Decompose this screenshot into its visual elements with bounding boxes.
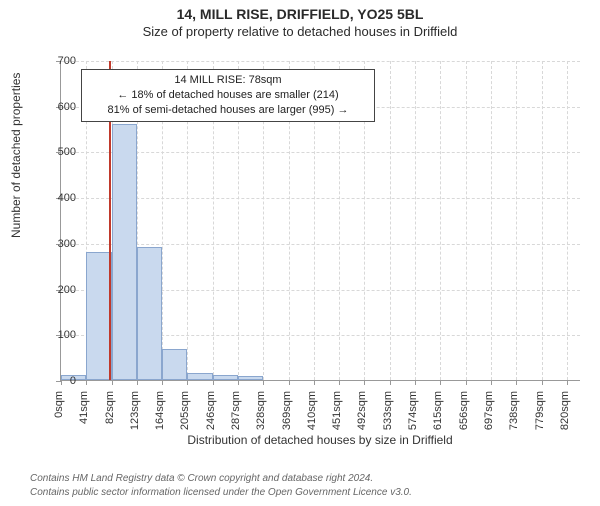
histogram-bar: [187, 373, 212, 380]
xtick-mark: [213, 380, 214, 385]
gridline-vertical: [516, 61, 517, 380]
xtick-mark: [187, 380, 188, 385]
info-line-1: 14 MILL RISE: 78sqm: [88, 73, 368, 88]
xtick-mark: [542, 380, 543, 385]
histogram-bar: [112, 124, 137, 380]
xtick-label: 205sqm: [179, 391, 191, 430]
xtick-label: 41sqm: [78, 391, 90, 424]
footer-credits: Contains HM Land Registry data © Crown c…: [30, 472, 412, 500]
xtick-label: 123sqm: [129, 391, 141, 430]
info-line-2: ← 18% of detached houses are smaller (21…: [88, 88, 368, 103]
xtick-label: 574sqm: [407, 391, 419, 430]
gridline-vertical: [491, 61, 492, 380]
xtick-mark: [86, 380, 87, 385]
xtick-mark: [263, 380, 264, 385]
xtick-mark: [364, 380, 365, 385]
x-axis-label: Distribution of detached houses by size …: [187, 433, 452, 447]
xtick-label: 656sqm: [458, 391, 470, 430]
histogram-bar: [86, 252, 111, 380]
xtick-mark: [314, 380, 315, 385]
gridline-vertical: [466, 61, 467, 380]
xtick-label: 738sqm: [508, 391, 520, 430]
xtick-mark: [137, 380, 138, 385]
info-line-3: 81% of semi-detached houses are larger (…: [88, 103, 368, 118]
xtick-mark: [162, 380, 163, 385]
ytick-label: 500: [48, 146, 76, 158]
xtick-mark: [440, 380, 441, 385]
xtick-label: 287sqm: [230, 391, 242, 430]
xtick-label: 820sqm: [559, 391, 571, 430]
xtick-mark: [339, 380, 340, 385]
xtick-mark: [567, 380, 568, 385]
xtick-label: 0sqm: [53, 391, 65, 418]
xtick-mark: [112, 380, 113, 385]
xtick-label: 615sqm: [432, 391, 444, 430]
gridline-vertical: [390, 61, 391, 380]
gridline-horizontal: [61, 198, 580, 199]
gridline-horizontal: [61, 244, 580, 245]
ytick-label: 400: [48, 192, 76, 204]
xtick-label: 779sqm: [534, 391, 546, 430]
ytick-label: 600: [48, 101, 76, 113]
xtick-label: 451sqm: [331, 391, 343, 430]
xtick-label: 410sqm: [306, 391, 318, 430]
xtick-label: 697sqm: [483, 391, 495, 430]
xtick-mark: [390, 380, 391, 385]
gridline-horizontal: [61, 152, 580, 153]
xtick-label: 492sqm: [356, 391, 368, 430]
chart: Number of detached properties 0sqm41sqm8…: [60, 61, 580, 401]
xtick-label: 369sqm: [281, 391, 293, 430]
gridline-vertical: [567, 61, 568, 380]
xtick-mark: [466, 380, 467, 385]
xtick-mark: [415, 380, 416, 385]
xtick-mark: [238, 380, 239, 385]
xtick-mark: [491, 380, 492, 385]
gridline-vertical: [440, 61, 441, 380]
xtick-mark: [516, 380, 517, 385]
histogram-bar: [162, 349, 187, 380]
xtick-mark: [289, 380, 290, 385]
xtick-label: 328sqm: [255, 391, 267, 430]
page-subtitle: Size of property relative to detached ho…: [0, 24, 600, 39]
gridline-vertical: [542, 61, 543, 380]
ytick-label: 200: [48, 284, 76, 296]
ytick-label: 0: [48, 375, 76, 387]
ytick-label: 700: [48, 55, 76, 67]
histogram-bar: [213, 375, 238, 380]
histogram-bar: [137, 247, 162, 380]
xtick-label: 246sqm: [205, 391, 217, 430]
info-box: 14 MILL RISE: 78sqm← 18% of detached hou…: [81, 69, 375, 122]
histogram-bar: [238, 376, 263, 380]
xtick-label: 533sqm: [382, 391, 394, 430]
gridline-horizontal: [61, 61, 580, 62]
gridline-vertical: [415, 61, 416, 380]
ytick-label: 100: [48, 329, 76, 341]
footer-line-1: Contains HM Land Registry data © Crown c…: [30, 472, 412, 486]
xtick-label: 82sqm: [104, 391, 116, 424]
y-axis-label: Number of detached properties: [9, 73, 23, 238]
footer-line-2: Contains public sector information licen…: [30, 486, 412, 500]
page-title: 14, MILL RISE, DRIFFIELD, YO25 5BL: [0, 6, 600, 22]
plot-region: 0sqm41sqm82sqm123sqm164sqm205sqm246sqm28…: [60, 61, 580, 381]
xtick-label: 164sqm: [154, 391, 166, 430]
ytick-label: 300: [48, 238, 76, 250]
